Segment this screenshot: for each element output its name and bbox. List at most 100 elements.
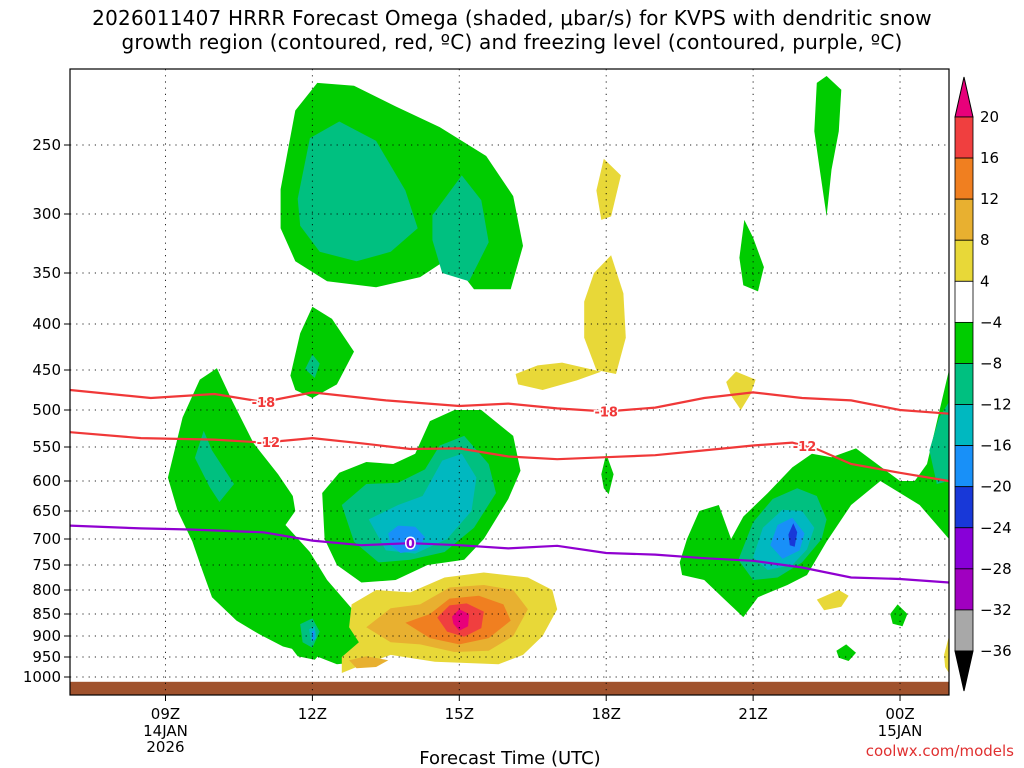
colorbar-label-6: −8 [980, 354, 1002, 372]
omega-region-small-18z-lt-m4 [601, 453, 614, 495]
omega-region-right-edge-gt-4 [944, 636, 949, 673]
y-tick-label-350: 350 [32, 264, 61, 282]
colorbar-swatch-2 [954, 198, 974, 241]
x-tick-sublabel-00Z-0: 15JAN [878, 722, 923, 740]
x-tick-sublabel-09Z-0: 14JAN [143, 722, 188, 740]
colorbar: 20 16 12 8 4 −4 −8 −12 −16 −20 −24 −28 −32 −36 [954, 76, 1012, 692]
x-tick-label-18Z: 18Z [592, 705, 621, 723]
y-tick-label-800: 800 [32, 581, 61, 599]
omega-region-left-column-lt-m4 [167, 368, 379, 665]
y-tick-label-650: 650 [32, 502, 61, 520]
y-tick-label-300: 300 [32, 205, 61, 223]
y-tick-label-500: 500 [32, 401, 61, 419]
x-tick-sublabel-09Z-1: 2026 [146, 738, 184, 756]
x-tick-label-09Z: 09Z [151, 705, 180, 723]
colorbar-swatch-8 [954, 445, 974, 488]
colorbar-top-arrow [954, 76, 974, 118]
omega-region-right-small-lt-m4-b [836, 644, 856, 661]
omega-region-small-lt-m4-21z [739, 219, 764, 292]
colorbar-label-7: −12 [980, 396, 1012, 414]
omega-region-low-left-gt-8 [349, 656, 389, 669]
contour-label-freezing_0-0: 0 [406, 537, 415, 552]
omega-region-upper-right-core-lt-m8 [432, 175, 489, 282]
colorbar-swatch-5 [954, 321, 974, 364]
omega-region-low-gt-20 [452, 609, 470, 631]
omega-region-right-edge-lt-m8 [929, 402, 949, 484]
watermark: coolwx.com/models [865, 742, 1014, 760]
x-tick-label-12Z: 12Z [298, 705, 327, 723]
colorbar-label-4: 4 [980, 272, 990, 290]
colorbar-swatch-7 [954, 404, 974, 447]
colorbar-swatch-1 [954, 157, 974, 200]
omega-region-small-21z-gt-4 [726, 371, 756, 410]
colorbar-label-5: −4 [980, 313, 1002, 331]
omega-region-up-18z-gt-4 [596, 158, 621, 220]
colorbar-swatch-11 [954, 568, 974, 611]
y-tick-label-850: 850 [32, 605, 61, 623]
chart-title-line2: growth region (contoured, red, ºC) and f… [121, 30, 903, 54]
colorbar-swatch-12 [954, 609, 974, 652]
omega-region-low-12z-lt-m16 [311, 630, 315, 641]
omega-region-mid-cloud-lt-m16 [388, 525, 425, 553]
y-tick-label-950: 950 [32, 648, 61, 666]
colorbar-label-1: 16 [980, 149, 999, 167]
y-tick-label-250: 250 [32, 136, 61, 154]
omega-region-right-low-gt-4 [816, 590, 849, 611]
chart-title: 2026011407 HRRR Forecast Omega (shaded, … [0, 6, 1024, 54]
omega-region-upper-left-core-lt-m8 [297, 121, 418, 262]
colorbar-swatch-4 [954, 280, 974, 323]
omega-region-right-small-lt-m4-a [890, 604, 908, 627]
colorbar-swatch-10 [954, 527, 974, 570]
colorbar-swatch-9 [954, 486, 974, 529]
y-tick-label-450: 450 [32, 361, 61, 379]
colorbar-label-0: 20 [980, 108, 999, 126]
y-tick-label-550: 550 [32, 438, 61, 456]
y-tick-label-600: 600 [32, 472, 61, 490]
colorbar-label-13: −36 [980, 642, 1012, 660]
omega-region-left-column-inner-lt-m8 [194, 430, 234, 502]
contour-dendritic_minus12 [70, 431, 949, 483]
plot-frame [69, 68, 950, 696]
gridlines [70, 69, 949, 695]
contour-label-dendritic_minus12-0: -12 [257, 436, 281, 451]
contour-label-dendritic_minus18-0: -18 [252, 396, 276, 411]
contour-label-dendritic_minus12-1: -12 [793, 440, 817, 455]
contour-freezing_0 [70, 524, 949, 584]
colorbar-swatch-3 [954, 239, 974, 282]
colorbar-label-3: 8 [980, 231, 990, 249]
colorbar-swatch-6 [954, 363, 974, 405]
colorbar-label-12: −32 [980, 601, 1012, 619]
omega-region-dash-16z-gt-4 [515, 362, 602, 390]
omega-shading [167, 76, 949, 673]
colorbar-label-11: −28 [980, 560, 1012, 578]
x-tick-label-15Z: 15Z [445, 705, 474, 723]
omega-region-mid-12z-core-lt-m8 [305, 354, 320, 378]
omega-region-mid-18z-gt-4 [584, 255, 626, 374]
colorbar-label-9: −20 [980, 478, 1012, 496]
y-tick-label-750: 750 [32, 556, 61, 574]
omega-region-right-cloud-lt-m20 [788, 523, 798, 547]
terrain-bar [70, 681, 949, 695]
colorbar-label-10: −24 [980, 519, 1012, 537]
terrain-layer [70, 681, 949, 695]
contour-layer: -18 -18 -12 -12 0 [70, 388, 949, 584]
chart-title-line1: 2026011407 HRRR Forecast Omega (shaded, … [92, 6, 932, 30]
x-tick-label-21Z: 21Z [738, 705, 767, 723]
contour-label-dendritic_minus18-1: -18 [594, 405, 618, 420]
x-tick-label-00Z: 00Z [885, 705, 914, 723]
omega-region-mid-12z-lt-m4 [290, 306, 354, 398]
colorbar-bottom-arrow [954, 650, 974, 692]
y-tick-label-1000: 1000 [23, 668, 61, 686]
y-tick-label-900: 900 [32, 627, 61, 645]
contour-dendritic_minus18 [70, 388, 949, 415]
colorbar-label-2: 12 [980, 190, 999, 208]
x-axis-title: Forecast Time (UTC) [419, 748, 600, 768]
omega-region-top-right-lt-m4 [814, 76, 842, 217]
colorbar-swatch-0 [954, 116, 974, 159]
y-axis: 250 300 350 400 450 500 550 600 650 700 750 800 850 9… [23, 136, 70, 686]
omega-region-right-cloud-lt-m16 [770, 517, 805, 559]
y-tick-label-400: 400 [32, 315, 61, 333]
y-tick-label-700: 700 [32, 530, 61, 548]
